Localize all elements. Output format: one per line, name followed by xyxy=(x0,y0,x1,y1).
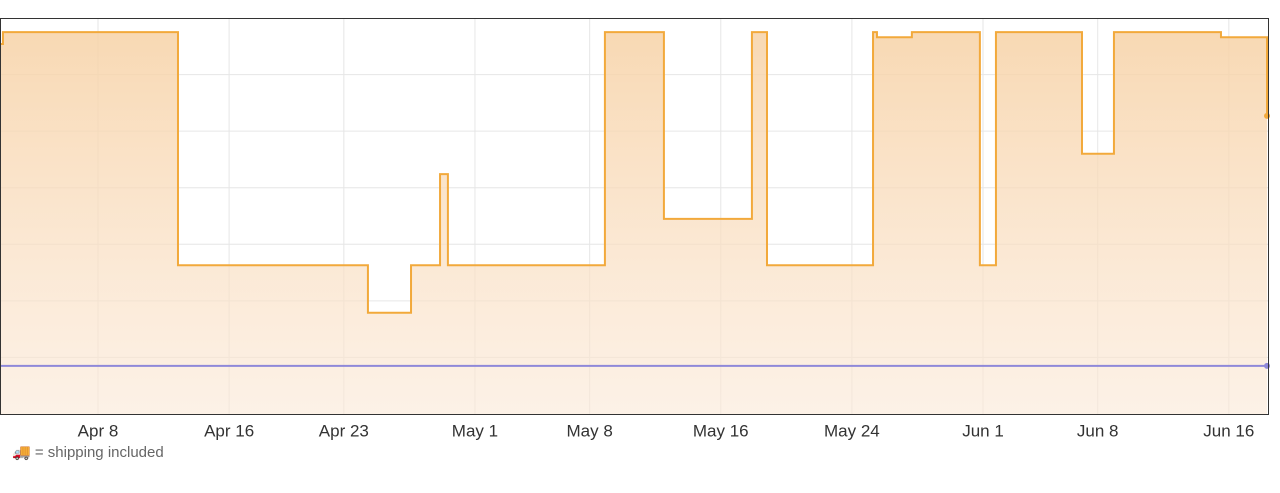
x-tick-label: Apr 16 xyxy=(204,421,254,440)
x-tick-label: Jun 16 xyxy=(1203,421,1254,440)
x-tick-label: Apr 8 xyxy=(78,421,119,440)
x-tick-label: Apr 23 xyxy=(319,421,369,440)
note: 🚚 = shipping included xyxy=(12,444,164,461)
price-line xyxy=(0,31,1269,314)
x-tick-label: May 16 xyxy=(693,421,749,440)
x-tick-label: Jun 8 xyxy=(1077,421,1119,440)
plot xyxy=(0,31,1271,415)
area xyxy=(0,32,1268,415)
x-tick-label: Jun 1 xyxy=(962,421,1004,440)
plot-border xyxy=(0,18,1269,415)
x-tick-label: May 8 xyxy=(567,421,613,440)
x-tick-label: May 24 xyxy=(824,421,880,440)
end-point xyxy=(1264,362,1271,369)
x-tick-label: May 1 xyxy=(452,421,498,440)
end-point xyxy=(1264,112,1271,119)
